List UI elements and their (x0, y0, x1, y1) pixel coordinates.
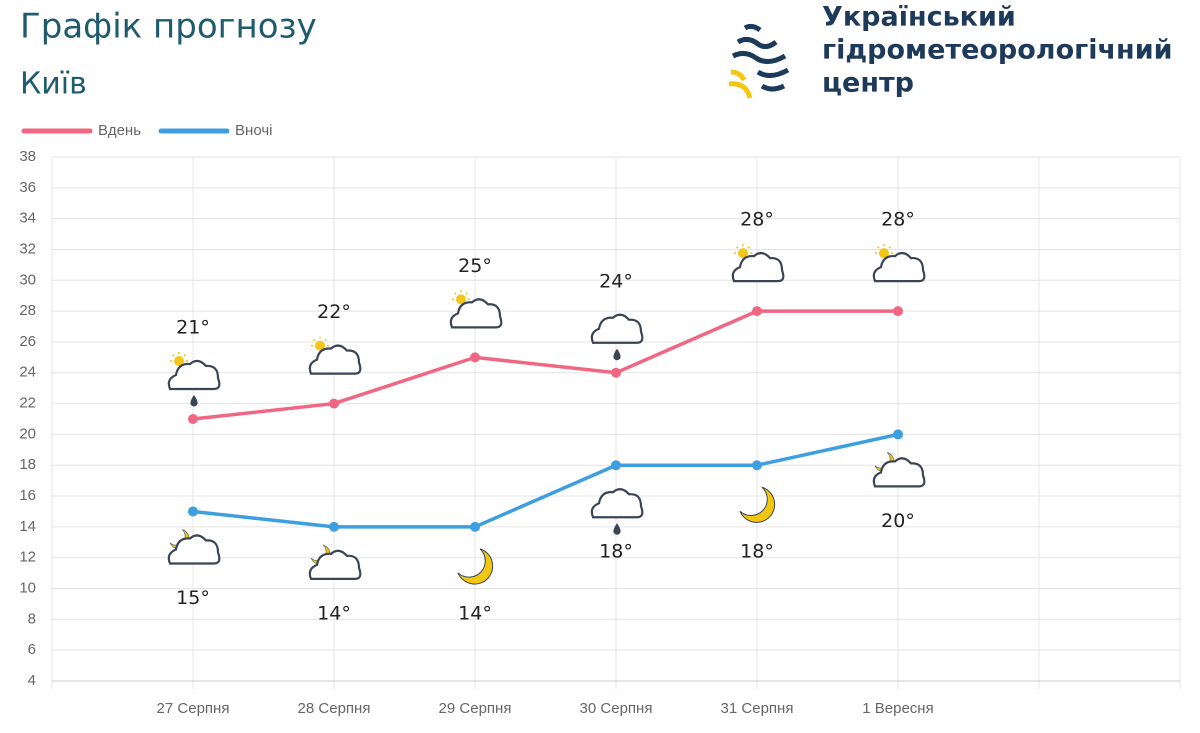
value-label: 28° (881, 209, 915, 231)
weather-icon (872, 452, 926, 488)
legend-label: Вдень (98, 122, 141, 139)
value-label: 20° (881, 510, 915, 532)
data-point (329, 521, 339, 532)
y-tick-label: 24 (19, 364, 36, 381)
y-tick-label: 32 (19, 240, 36, 257)
data-point (893, 429, 903, 440)
weather-icon-part (590, 313, 644, 344)
y-tick-label: 20 (19, 425, 36, 442)
y-tick-label: 10 (19, 579, 36, 596)
value-label: 14° (458, 602, 492, 624)
data-point (188, 506, 198, 517)
weather-icon-part (590, 488, 644, 519)
weather-icon-part (190, 395, 198, 407)
subtitle: Київ (20, 67, 87, 102)
value-label: 15° (176, 587, 210, 609)
weather-icon-part (613, 523, 621, 535)
logo-text: центр (822, 68, 914, 99)
y-tick-label: 18 (19, 456, 36, 473)
weather-icon (308, 544, 362, 580)
value-label: 18° (599, 541, 633, 563)
y-tick-label: 4 (28, 672, 36, 689)
legend-label: Вночі (235, 122, 272, 139)
data-point (752, 306, 762, 317)
data-point (611, 460, 621, 471)
x-tick-label: 30 Серпня (580, 700, 653, 717)
logo: Український гідрометеорологічний центр (726, 2, 1173, 100)
y-tick-label: 14 (19, 518, 36, 535)
weather-icon (590, 313, 644, 361)
data-point (188, 414, 198, 424)
value-label: 18° (740, 541, 774, 563)
data-point (329, 398, 339, 409)
y-tick-label: 26 (19, 333, 36, 350)
y-tick-label: 22 (19, 395, 36, 412)
y-tick-label: 34 (19, 210, 36, 227)
y-tick-label: 6 (28, 641, 36, 658)
value-label: 21° (176, 317, 210, 339)
x-tick-label: 31 Серпня (721, 700, 794, 717)
x-tick-label: 1 Вересня (862, 700, 933, 717)
y-tick-label: 8 (28, 610, 36, 627)
weather-icon-part (308, 549, 362, 580)
title: Графік прогнозу (20, 7, 317, 47)
data-point (893, 306, 903, 317)
data-point (752, 460, 762, 471)
x-tick-label: 29 Серпня (439, 700, 512, 717)
y-tick-label: 28 (19, 302, 36, 319)
logo-text: Український (822, 2, 1016, 33)
weather-icon (167, 529, 221, 565)
y-tick-label: 30 (19, 271, 36, 288)
x-tick-label: 27 Серпня (157, 700, 230, 717)
logo-text: гідрометеорологічний (822, 35, 1173, 66)
weather-icon (167, 351, 221, 407)
y-tick-label: 16 (19, 487, 36, 504)
data-point (470, 521, 480, 532)
data-point (470, 352, 480, 363)
weather-icon-part (872, 457, 926, 488)
value-label: 22° (317, 301, 351, 323)
weather-icon-part (613, 348, 621, 361)
value-label: 28° (740, 209, 774, 231)
weather-icon (449, 289, 503, 329)
series-line (192, 309, 898, 421)
series-line (192, 432, 899, 529)
y-tick-label: 36 (19, 179, 36, 196)
x-tick-label: 28 Серпня (298, 700, 371, 717)
value-label: 24° (599, 270, 633, 292)
weather-icon-part (167, 534, 221, 565)
y-tick-label: 12 (19, 549, 36, 566)
value-label: 14° (317, 602, 351, 624)
y-tick-label: 38 (19, 148, 36, 165)
value-label: 25° (458, 255, 492, 277)
data-point (611, 367, 621, 378)
